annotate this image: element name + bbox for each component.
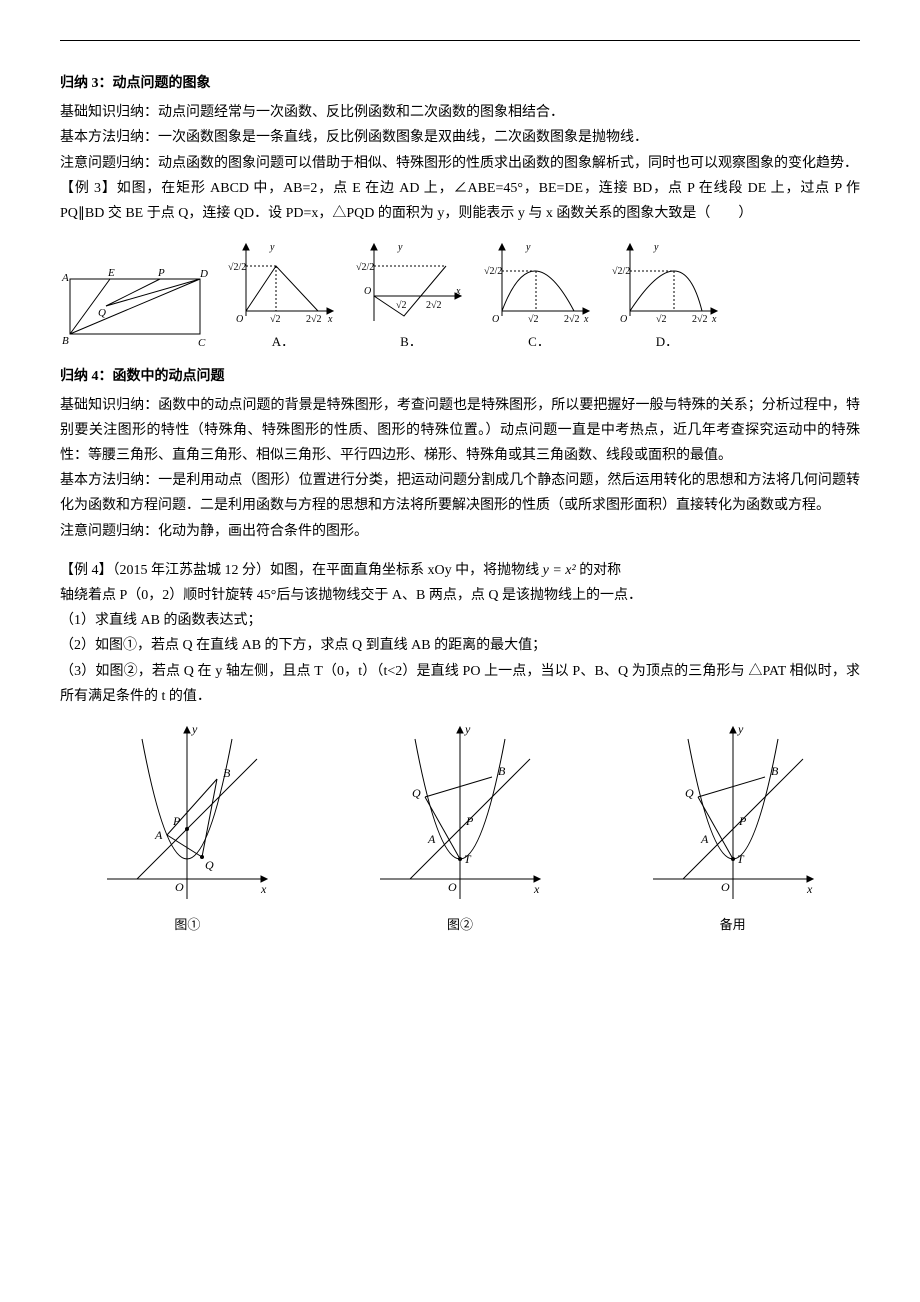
- svg-text:x: x: [455, 286, 461, 297]
- fig3-P: P: [738, 814, 747, 828]
- fig3-A: A: [700, 832, 709, 846]
- fig2-A: A: [427, 832, 436, 846]
- label-E: E: [107, 267, 115, 279]
- choiceD-xt2: 2√2: [692, 314, 708, 325]
- svg-text:O: O: [236, 314, 243, 325]
- figure-1: y x O A B P Q 图①: [97, 719, 277, 936]
- sec3-para3: 注意问题归纳：动点函数的图象问题可以借助于相似、特殊图形的性质求出函数的图象解析…: [60, 151, 860, 176]
- choice-A-label: A．: [272, 330, 294, 353]
- svg-text:y: y: [397, 242, 403, 253]
- fig3-T: T: [737, 852, 745, 866]
- fig1-Q: Q: [205, 858, 214, 872]
- sec3-para1: 基础知识归纳：动点问题经常与一次函数、反比例函数和二次函数的图象相结合．: [60, 100, 860, 125]
- figure-2-caption: 图②: [447, 913, 473, 936]
- svg-text:y: y: [653, 242, 659, 253]
- example4-line1: 【例 4】（2015 年江苏盐城 12 分）如图，在平面直角坐标系 xOy 中，…: [60, 558, 860, 583]
- label-B: B: [62, 335, 69, 347]
- choiceB-xt2: 2√2: [426, 300, 442, 311]
- fig1-B: B: [223, 766, 231, 780]
- example4-q3: （3）如图②，若点 Q 在 y 轴左侧，且点 T（0，t）（t<2）是直线 PO…: [60, 659, 860, 709]
- fig2-O: O: [448, 880, 457, 894]
- svg-text:y: y: [269, 242, 275, 253]
- fig3-x: x: [806, 882, 813, 896]
- figure-2: y x O A B P Q T 图②: [370, 719, 550, 936]
- section4-title: 归纳 4：函数中的动点问题: [60, 364, 860, 389]
- fig3-O: O: [721, 880, 730, 894]
- svg-text:O: O: [492, 314, 499, 325]
- fig1-A: A: [154, 828, 163, 842]
- fig3-Q: Q: [685, 786, 694, 800]
- example4-q1: （1）求直线 AB 的函数表达式；: [60, 608, 860, 633]
- fig1-x: x: [260, 882, 267, 896]
- figure-spare-caption: 备用: [720, 913, 746, 936]
- choiceB-ytick: √2/2: [356, 262, 374, 273]
- label-P: P: [157, 267, 165, 279]
- choiceD-ytick: √2/2: [612, 266, 630, 277]
- svg-text:x: x: [583, 314, 589, 325]
- svg-text:x: x: [711, 314, 717, 325]
- fig1-y: y: [191, 722, 198, 736]
- svg-text:x: x: [327, 314, 333, 325]
- choiceC-xt1: √2: [528, 314, 539, 325]
- fig1-P: P: [172, 814, 181, 828]
- choice-C-label: C．: [528, 330, 550, 353]
- fig2-B: B: [498, 764, 506, 778]
- example4-q2: （2）如图①，若点 Q 在直线 AB 的下方，求点 Q 到直线 AB 的距离的最…: [60, 633, 860, 658]
- svg-text:O: O: [364, 286, 371, 297]
- fig3-B: B: [771, 764, 779, 778]
- fig2-y: y: [464, 722, 471, 736]
- choiceC-ytick: √2/2: [484, 266, 502, 277]
- example4-equation: y = x²: [543, 563, 576, 578]
- figure-1-caption: 图①: [174, 913, 200, 936]
- choiceA-ytick: √2/2: [228, 262, 246, 273]
- sec4-para2: 基本方法归纳：一是利用动点（图形）位置进行分类，把运动问题分割成几个静态问题，然…: [60, 468, 860, 518]
- sec3-para2: 基本方法归纳：一次函数图象是一条直线，反比例函数图象是双曲线，二次函数图象是抛物…: [60, 125, 860, 150]
- example3-figure-row: A B C D E P Q y x: [60, 236, 860, 353]
- fig2-x: x: [533, 882, 540, 896]
- fig2-Q: Q: [412, 786, 421, 800]
- choice-A-figure: y x O √2/2 √2 2√2 A．: [228, 236, 338, 353]
- fig3-y: y: [737, 722, 744, 736]
- choiceA-xt2: 2√2: [306, 314, 322, 325]
- choice-D-figure: y x O √2/2 √2 2√2 D．: [612, 236, 722, 353]
- label-Q: Q: [98, 307, 106, 319]
- example4-stem-a: 【例 4】（2015 年江苏盐城 12 分）如图，在平面直角坐标系 xOy 中，…: [60, 563, 543, 578]
- choice-B-label: B．: [400, 330, 422, 353]
- example4-figure-row: y x O A B P Q 图①: [60, 719, 860, 936]
- fig1-O: O: [175, 880, 184, 894]
- choice-C-figure: y x O √2/2 √2 2√2 C．: [484, 236, 594, 353]
- fig2-P: P: [465, 814, 474, 828]
- choiceD-xt1: √2: [656, 314, 667, 325]
- choiceC-xt2: 2√2: [564, 314, 580, 325]
- choice-B-figure: y x O √2/2 √2 2√2 B．: [356, 236, 466, 353]
- example4-line2: 轴绕着点 P（0，2）顺时针旋转 45°后与该抛物线交于 A、B 两点，点 Q …: [60, 583, 860, 608]
- fig2-T: T: [464, 852, 472, 866]
- figure-spare: y x O A B P Q T 备用: [643, 719, 823, 936]
- label-A: A: [61, 272, 69, 284]
- choiceA-xt1: √2: [270, 314, 281, 325]
- choice-D-label: D．: [656, 330, 678, 353]
- section3-title: 归纳 3：动点问题的图象: [60, 71, 860, 96]
- svg-text:O: O: [620, 314, 627, 325]
- label-C: C: [198, 337, 206, 349]
- sec4-para3: 注意问题归纳：化动为静，画出符合条件的图形。: [60, 519, 860, 544]
- sec4-para1: 基础知识归纳：函数中的动点问题的背景是特殊图形，考查问题也是特殊图形，所以要把握…: [60, 393, 860, 469]
- example3-stem: 【例 3】如图，在矩形 ABCD 中，AB=2，点 E 在边 AD 上，∠ABE…: [60, 176, 860, 226]
- example3-geometry-figure: A B C D E P Q: [60, 264, 210, 354]
- svg-text:y: y: [525, 242, 531, 253]
- top-horizontal-rule: [60, 40, 860, 41]
- choiceB-xt1: √2: [396, 300, 407, 311]
- label-D: D: [199, 268, 208, 280]
- example4-stem-b: 的对称: [579, 563, 621, 578]
